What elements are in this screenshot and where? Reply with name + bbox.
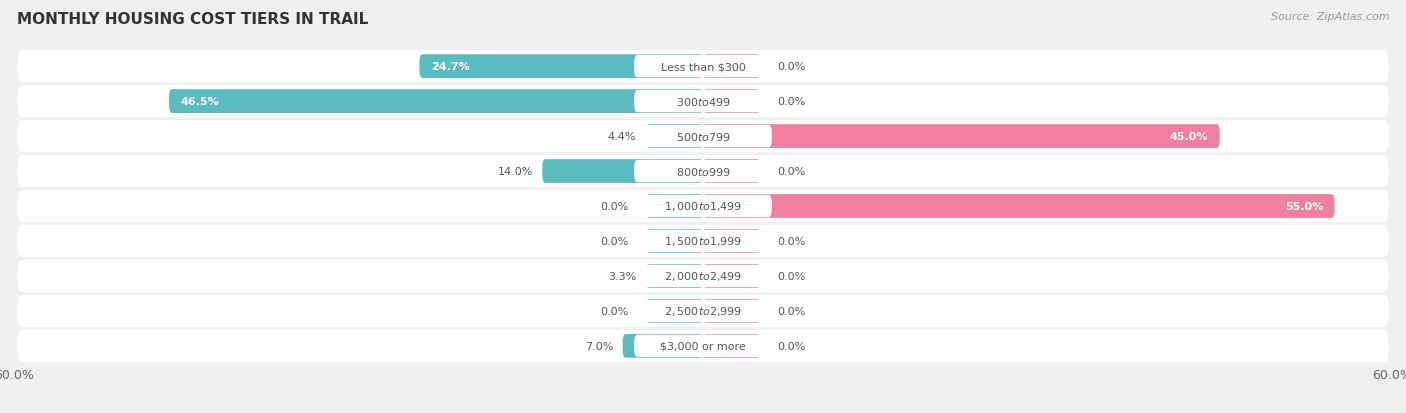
FancyBboxPatch shape	[634, 265, 772, 287]
FancyBboxPatch shape	[634, 230, 772, 252]
Text: $1,500 to $1,999: $1,500 to $1,999	[664, 235, 742, 248]
FancyBboxPatch shape	[703, 299, 761, 323]
FancyBboxPatch shape	[703, 125, 1219, 149]
FancyBboxPatch shape	[634, 56, 772, 78]
Text: 0.0%: 0.0%	[778, 271, 806, 281]
FancyBboxPatch shape	[419, 55, 703, 79]
FancyBboxPatch shape	[623, 334, 703, 358]
FancyBboxPatch shape	[703, 230, 761, 253]
Text: 0.0%: 0.0%	[778, 236, 806, 247]
FancyBboxPatch shape	[703, 90, 761, 114]
Text: $500 to $799: $500 to $799	[675, 131, 731, 143]
FancyBboxPatch shape	[703, 195, 1334, 218]
Text: 0.0%: 0.0%	[600, 306, 628, 316]
Text: 3.3%: 3.3%	[609, 271, 637, 281]
FancyBboxPatch shape	[703, 264, 761, 288]
Text: 0.0%: 0.0%	[600, 202, 628, 211]
FancyBboxPatch shape	[634, 91, 772, 113]
FancyBboxPatch shape	[634, 126, 772, 148]
FancyBboxPatch shape	[17, 156, 1389, 188]
Text: 0.0%: 0.0%	[778, 341, 806, 351]
Text: 45.0%: 45.0%	[1170, 132, 1208, 142]
FancyBboxPatch shape	[645, 195, 703, 218]
Text: $800 to $999: $800 to $999	[675, 166, 731, 178]
FancyBboxPatch shape	[543, 160, 703, 183]
Text: 7.0%: 7.0%	[585, 341, 613, 351]
FancyBboxPatch shape	[169, 90, 703, 114]
Text: 0.0%: 0.0%	[600, 236, 628, 247]
Text: 24.7%: 24.7%	[430, 62, 470, 72]
FancyBboxPatch shape	[634, 195, 772, 218]
FancyBboxPatch shape	[645, 264, 703, 288]
Text: 0.0%: 0.0%	[778, 97, 806, 107]
FancyBboxPatch shape	[634, 335, 772, 357]
Text: MONTHLY HOUSING COST TIERS IN TRAIL: MONTHLY HOUSING COST TIERS IN TRAIL	[17, 12, 368, 27]
Text: $1,000 to $1,499: $1,000 to $1,499	[664, 200, 742, 213]
Text: 46.5%: 46.5%	[180, 97, 219, 107]
FancyBboxPatch shape	[703, 55, 761, 79]
Text: $2,500 to $2,999: $2,500 to $2,999	[664, 305, 742, 318]
Text: $3,000 or more: $3,000 or more	[661, 341, 745, 351]
FancyBboxPatch shape	[645, 125, 703, 149]
Text: 55.0%: 55.0%	[1285, 202, 1323, 211]
Text: Source: ZipAtlas.com: Source: ZipAtlas.com	[1271, 12, 1389, 22]
FancyBboxPatch shape	[17, 121, 1389, 153]
Text: $2,000 to $2,499: $2,000 to $2,499	[664, 270, 742, 283]
FancyBboxPatch shape	[645, 299, 703, 323]
Text: 0.0%: 0.0%	[778, 166, 806, 177]
FancyBboxPatch shape	[17, 295, 1389, 327]
FancyBboxPatch shape	[634, 300, 772, 322]
FancyBboxPatch shape	[17, 330, 1389, 362]
FancyBboxPatch shape	[703, 334, 761, 358]
Text: 14.0%: 14.0%	[498, 166, 533, 177]
FancyBboxPatch shape	[703, 160, 761, 183]
FancyBboxPatch shape	[17, 260, 1389, 292]
Text: Less than $300: Less than $300	[661, 62, 745, 72]
FancyBboxPatch shape	[17, 225, 1389, 257]
Text: $300 to $499: $300 to $499	[675, 96, 731, 108]
Text: 0.0%: 0.0%	[778, 62, 806, 72]
Text: 4.4%: 4.4%	[607, 132, 637, 142]
FancyBboxPatch shape	[634, 161, 772, 183]
FancyBboxPatch shape	[17, 86, 1389, 118]
FancyBboxPatch shape	[17, 190, 1389, 223]
Text: 0.0%: 0.0%	[778, 306, 806, 316]
FancyBboxPatch shape	[17, 51, 1389, 83]
FancyBboxPatch shape	[645, 230, 703, 253]
